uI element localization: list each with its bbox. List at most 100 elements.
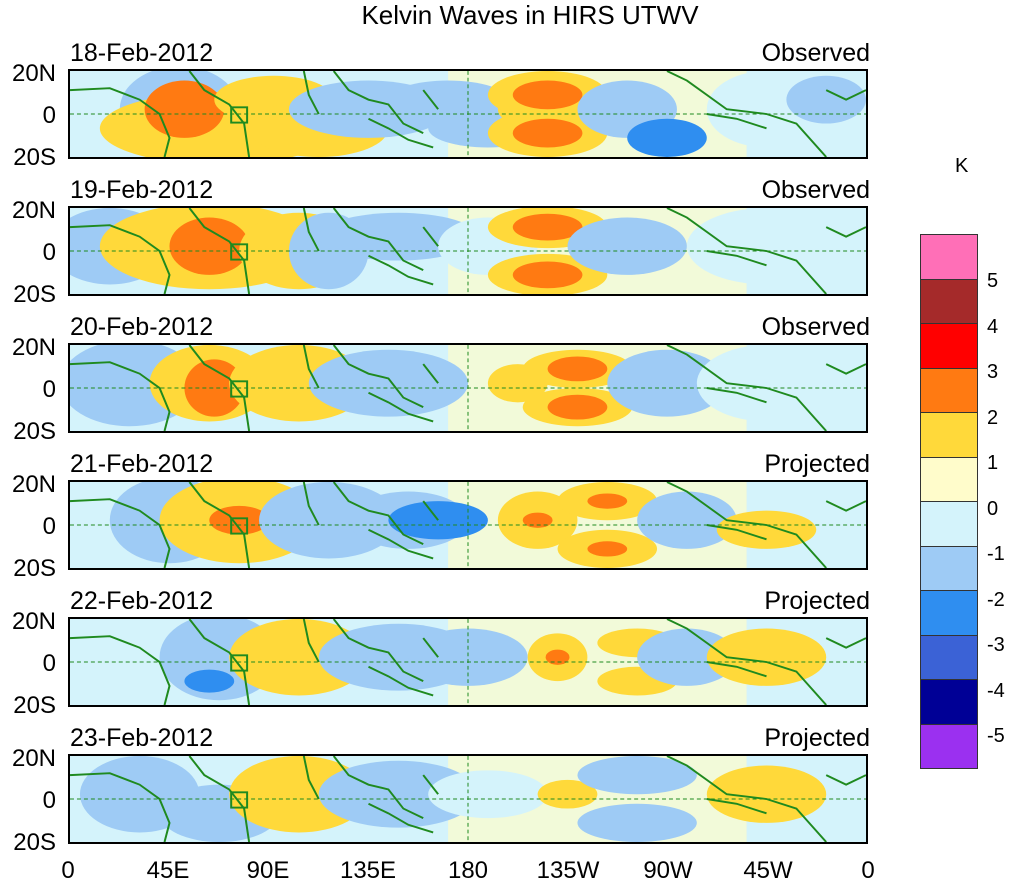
colorbar-swatch — [920, 412, 978, 458]
anomaly-contour — [577, 756, 697, 795]
anomaly-contour — [512, 213, 583, 241]
x-tick-label: 180 — [447, 857, 489, 884]
anomaly-contour — [567, 217, 687, 275]
map-panel: 23-Feb-2012 Projected 20N 0 20S — [0, 685, 900, 855]
anomaly-contour — [388, 501, 488, 540]
anomaly-contour — [607, 349, 727, 417]
coastline — [70, 619, 866, 705]
map-panel: 18-Feb-2012 Observed 20N 0 20S — [0, 0, 900, 170]
coastline — [70, 71, 866, 157]
anomaly-contour — [512, 80, 583, 110]
anomaly-contour — [408, 628, 528, 686]
coastline — [70, 482, 866, 568]
colorbar-label: -4 — [987, 679, 1005, 702]
reference-box — [230, 654, 249, 672]
x-tick-label: 135E — [339, 857, 397, 884]
x-tick-label: 90E — [246, 857, 290, 884]
x-axis: 0 45E 90E 135E 180 135W 90W 45W 0 — [0, 858, 900, 887]
anomaly-contour — [512, 118, 583, 148]
lat-label-center: 0 — [42, 376, 56, 403]
colorbar-label: 0 — [987, 497, 999, 520]
anomaly-contour — [318, 760, 478, 828]
colorbar-swatch — [920, 323, 978, 369]
colorbar-label: 1 — [987, 452, 999, 474]
anomaly-contour — [696, 345, 837, 422]
coastline — [70, 756, 866, 842]
anomaly-contour — [637, 628, 737, 686]
lat-label-south: 20S — [13, 418, 56, 445]
panel-date: 20-Feb-2012 — [70, 313, 214, 341]
anomaly-contour — [512, 261, 583, 289]
panel-date: 18-Feb-2012 — [70, 39, 214, 67]
map-plot — [68, 480, 868, 570]
anomaly-contour — [706, 765, 827, 823]
map-panel: 21-Feb-2012 Projected 20N 0 20S — [0, 411, 900, 581]
anomaly-contour — [716, 510, 817, 549]
colorbar-label: -3 — [987, 634, 1005, 656]
colorbar-unit: K — [955, 155, 969, 177]
reference-box — [230, 791, 249, 809]
map-plot — [68, 343, 868, 433]
lat-label-center: 0 — [42, 787, 56, 814]
reference-box — [230, 106, 249, 124]
panel-status: Projected — [764, 587, 870, 615]
colorbar-swatch — [920, 590, 978, 636]
anomaly-contour — [388, 80, 508, 119]
anomaly-contour — [144, 80, 225, 138]
map-plot — [68, 617, 868, 707]
colorbar-swatch — [920, 501, 978, 547]
anomaly-contour — [547, 356, 608, 382]
lat-label-north: 20N — [11, 608, 56, 635]
map-plot — [68, 754, 868, 844]
panel-date: 22-Feb-2012 — [70, 587, 214, 615]
lat-label-north: 20N — [11, 745, 56, 772]
anomaly-contour — [308, 349, 468, 417]
anomaly-contour — [587, 541, 628, 557]
reference-box — [230, 517, 249, 535]
panel-status: Observed — [761, 313, 870, 341]
x-tick-label: 0 — [861, 857, 875, 884]
panel-status: Projected — [764, 450, 870, 478]
x-tick-label: 90W — [643, 857, 693, 884]
colorbar-label: -2 — [987, 588, 1005, 611]
anomaly-contour — [547, 394, 608, 420]
lat-label-south: 20S — [13, 555, 56, 582]
colorbar-swatch — [920, 367, 978, 413]
reference-box — [230, 243, 249, 261]
x-tick-label: 0 — [61, 857, 75, 884]
anomaly-contour — [545, 649, 570, 665]
colorbar-label: 5 — [987, 270, 999, 292]
anomaly-contour — [428, 770, 548, 819]
colorbar-label: 2 — [987, 406, 999, 429]
lat-label-north: 20N — [11, 471, 56, 498]
anomaly-contour — [184, 359, 245, 417]
colorbar-swatch — [920, 278, 978, 324]
colorbar-swatch — [920, 234, 978, 280]
lat-label-north: 20N — [11, 334, 56, 361]
anomaly-contour — [259, 482, 399, 559]
anomaly-contour — [537, 779, 598, 809]
anomaly-contour — [786, 75, 866, 124]
panel-status: Observed — [761, 176, 870, 204]
anomaly-contour — [637, 491, 737, 549]
map-panel: 20-Feb-2012 Observed 20N 0 20S — [0, 274, 900, 444]
colorbar-swatch — [920, 545, 978, 591]
anomaly-contour — [577, 803, 697, 842]
anomaly-contour — [169, 217, 250, 275]
anomaly-contour — [522, 512, 553, 528]
map-panel: 22-Feb-2012 Projected 20N 0 20S — [0, 548, 900, 718]
coastline — [70, 208, 866, 294]
colorbar-swatch — [920, 634, 978, 680]
map-panel: 19-Feb-2012 Observed 20N 0 20S — [0, 137, 900, 307]
anomaly-contour — [706, 628, 827, 686]
colorbar-swatch — [920, 723, 978, 769]
lat-label-south: 20S — [13, 829, 56, 856]
coastline — [70, 345, 866, 431]
map-plot — [68, 206, 868, 296]
colorbar — [920, 234, 978, 769]
panel-status: Projected — [764, 724, 870, 752]
colorbar-label: -5 — [987, 725, 1005, 747]
map-plot — [68, 69, 868, 159]
colorbar-label: -1 — [987, 543, 1005, 565]
reference-box — [230, 380, 249, 398]
